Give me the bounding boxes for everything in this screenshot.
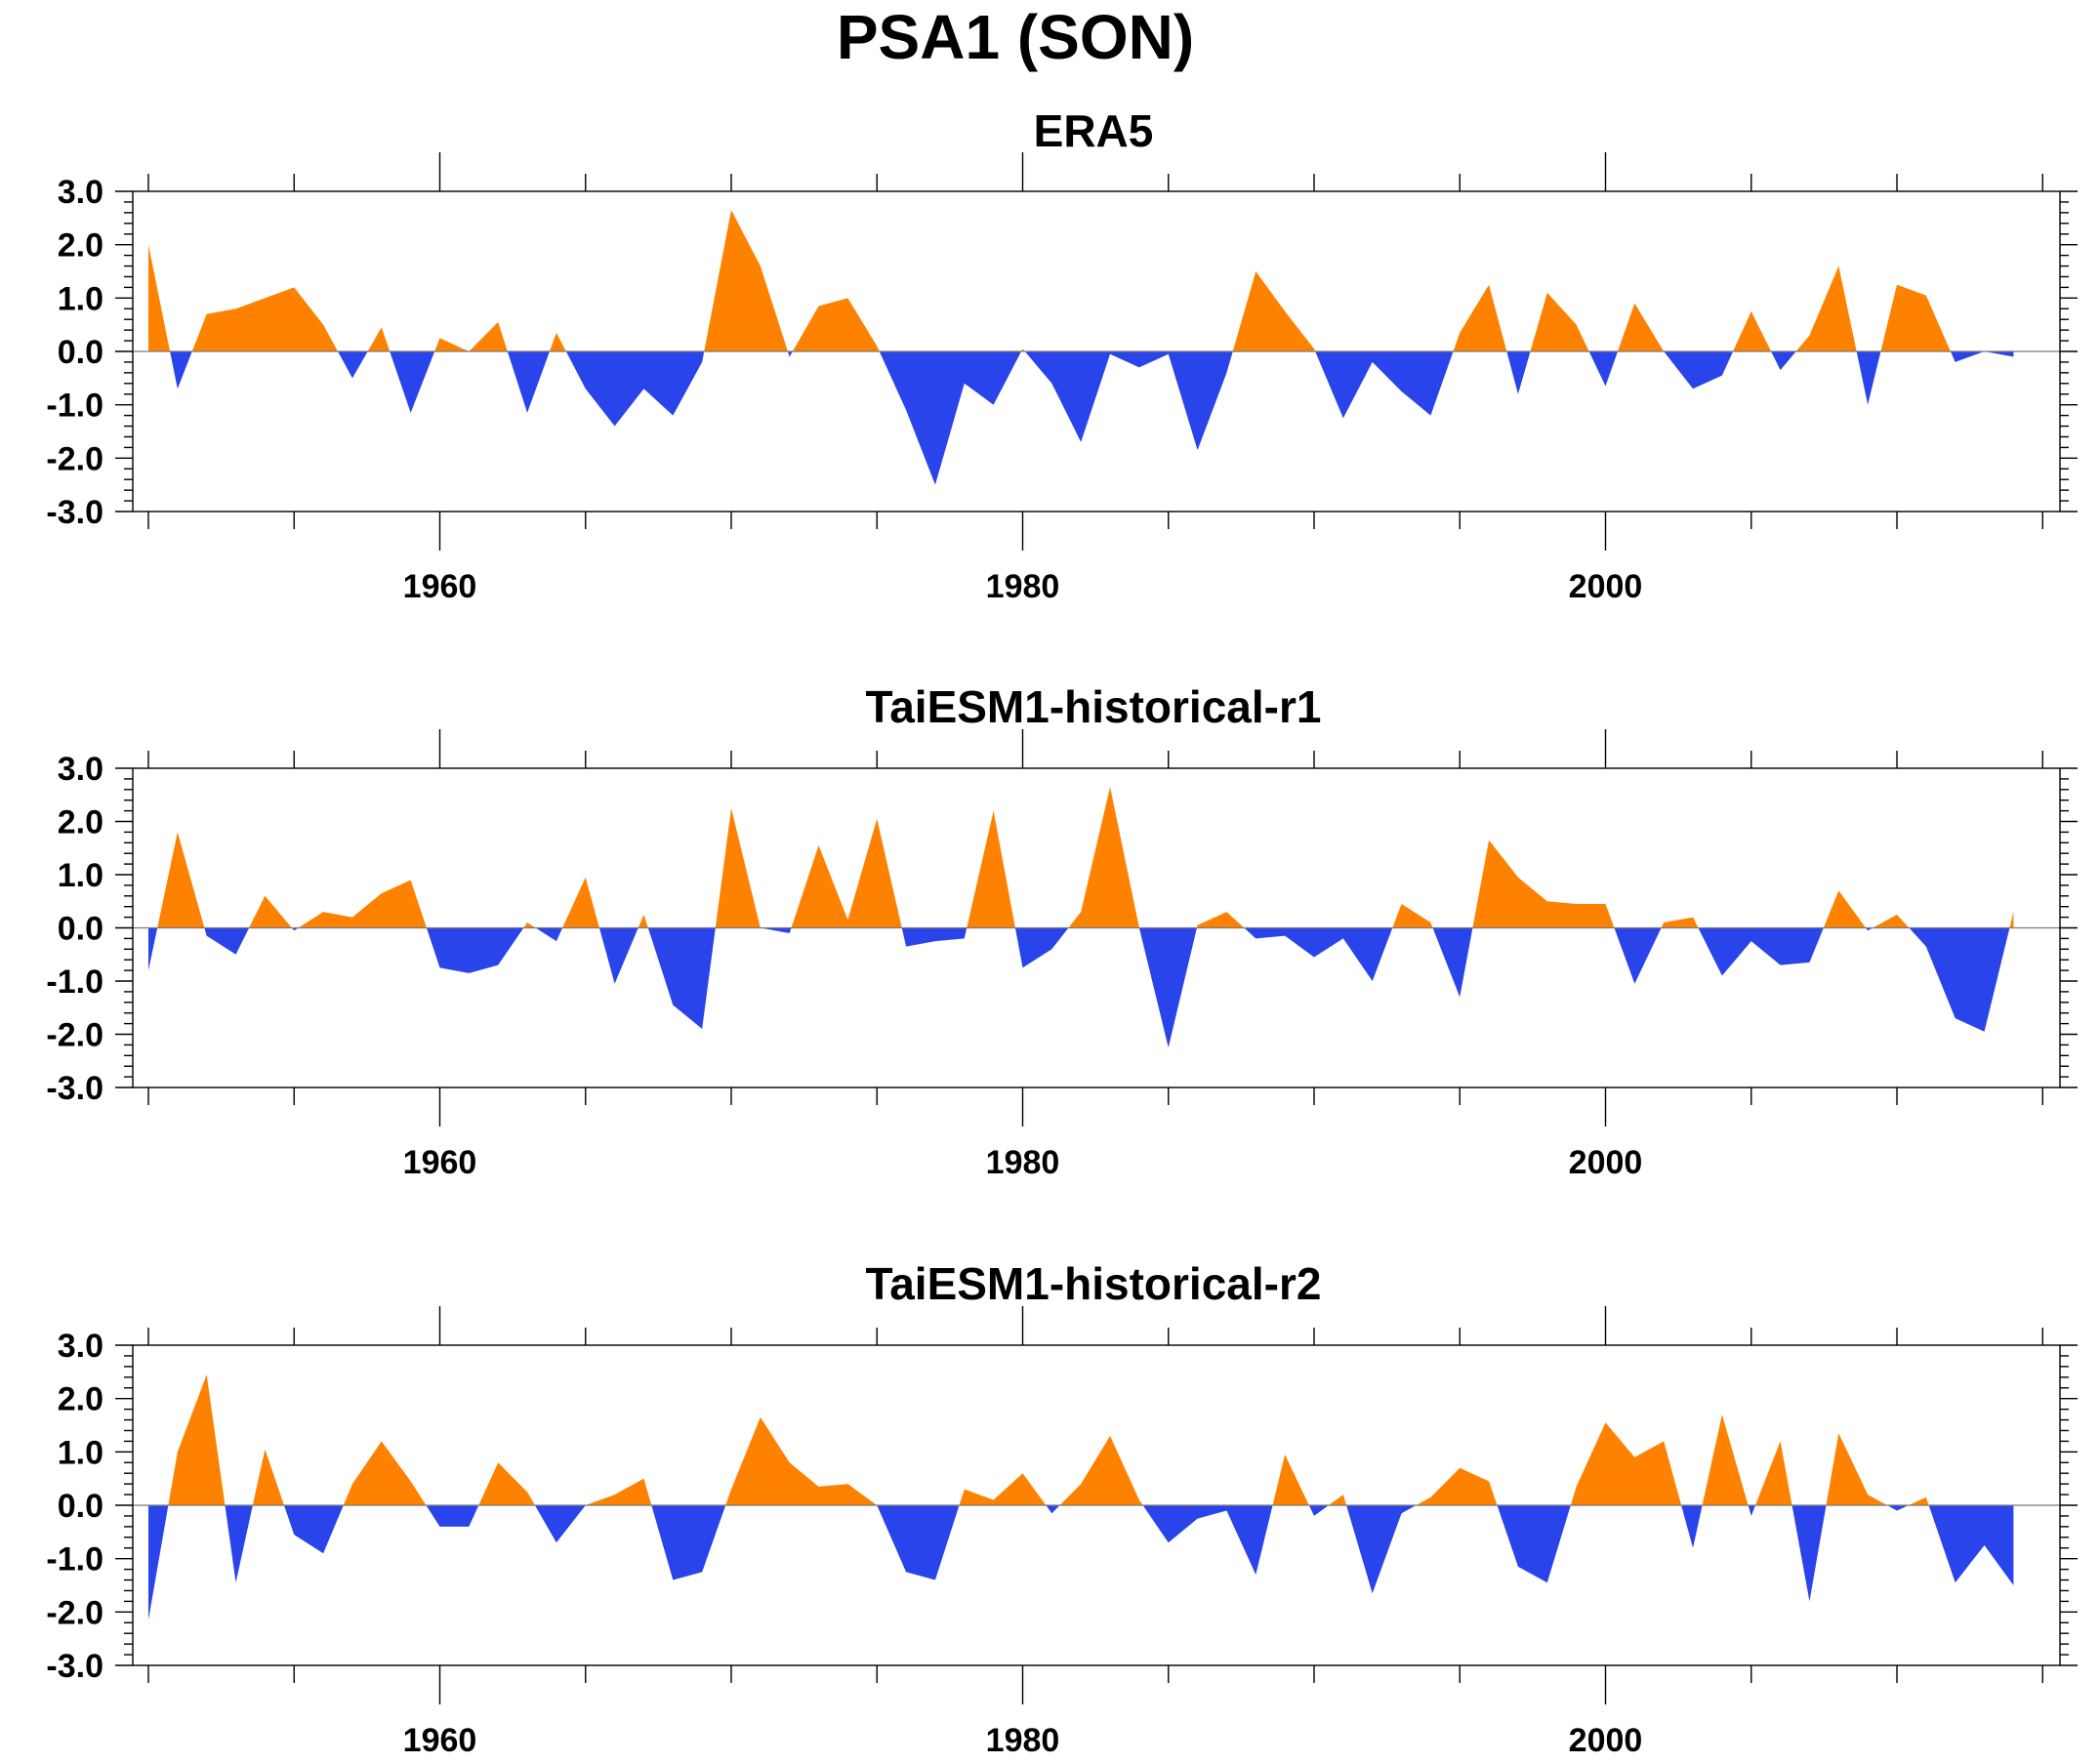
panel-title: ERA5 — [1034, 105, 1154, 156]
y-tick-label: -1.0 — [46, 1541, 103, 1578]
y-tick-label: 3.0 — [58, 174, 103, 211]
panel-1: ERA5 -3.0 -2.0 -1.0 0.0 1.0 2.0 3.0 1960 1980 2000 — [46, 105, 2078, 605]
x-tick-label: 1960 — [403, 1722, 477, 1759]
panel-2: TaiESM1-historical-r1 -3.0 -2.0 -1.0 0.0 1.0 2… — [46, 681, 2078, 1181]
panel-3: TaiESM1-historical-r2 -3.0 -2.0 -1.0 0.0 1.0 2… — [46, 1258, 2078, 1759]
negative-area — [148, 351, 2014, 485]
y-tick-label: 2.0 — [58, 1381, 103, 1418]
panel-title: TaiESM1-historical-r2 — [866, 1258, 1322, 1309]
y-tick-label: 2.0 — [58, 227, 103, 265]
positive-area — [148, 210, 2014, 351]
y-tick-label: -2.0 — [46, 1594, 103, 1631]
main-title: PSA1 (SON) — [837, 2, 1194, 72]
y-tick-label: 0.0 — [58, 334, 103, 371]
negative-area — [148, 1505, 2014, 1620]
x-tick-label: 2000 — [1569, 1722, 1643, 1759]
y-tick-label: -3.0 — [46, 494, 103, 531]
negative-area — [148, 927, 2014, 1048]
y-tick-label: -1.0 — [46, 964, 103, 1001]
y-tick-label: 0.0 — [58, 1488, 103, 1525]
y-tick-label: -1.0 — [46, 388, 103, 425]
y-tick-label: -3.0 — [46, 1648, 103, 1685]
y-tick-label: -3.0 — [46, 1070, 103, 1107]
x-tick-label: 1960 — [403, 1144, 477, 1181]
x-tick-label: 2000 — [1569, 1144, 1643, 1181]
y-tick-label: 2.0 — [58, 804, 103, 841]
y-tick-label: 1.0 — [58, 280, 103, 317]
y-tick-label: 1.0 — [58, 1434, 103, 1471]
y-tick-label: -2.0 — [46, 1017, 103, 1054]
y-tick-label: -2.0 — [46, 440, 103, 477]
x-tick-label: 1980 — [986, 568, 1060, 605]
x-tick-label: 1980 — [986, 1722, 1060, 1759]
x-tick-label: 2000 — [1569, 568, 1643, 605]
positive-area — [148, 787, 2014, 928]
y-tick-label: 3.0 — [58, 751, 103, 788]
x-tick-label: 1980 — [986, 1144, 1060, 1181]
x-tick-label: 1960 — [403, 568, 477, 605]
y-tick-label: 1.0 — [58, 857, 103, 894]
y-tick-label: 3.0 — [58, 1328, 103, 1365]
positive-area — [148, 1374, 2014, 1505]
y-tick-label: 0.0 — [58, 911, 103, 948]
panel-title: TaiESM1-historical-r1 — [866, 681, 1322, 732]
